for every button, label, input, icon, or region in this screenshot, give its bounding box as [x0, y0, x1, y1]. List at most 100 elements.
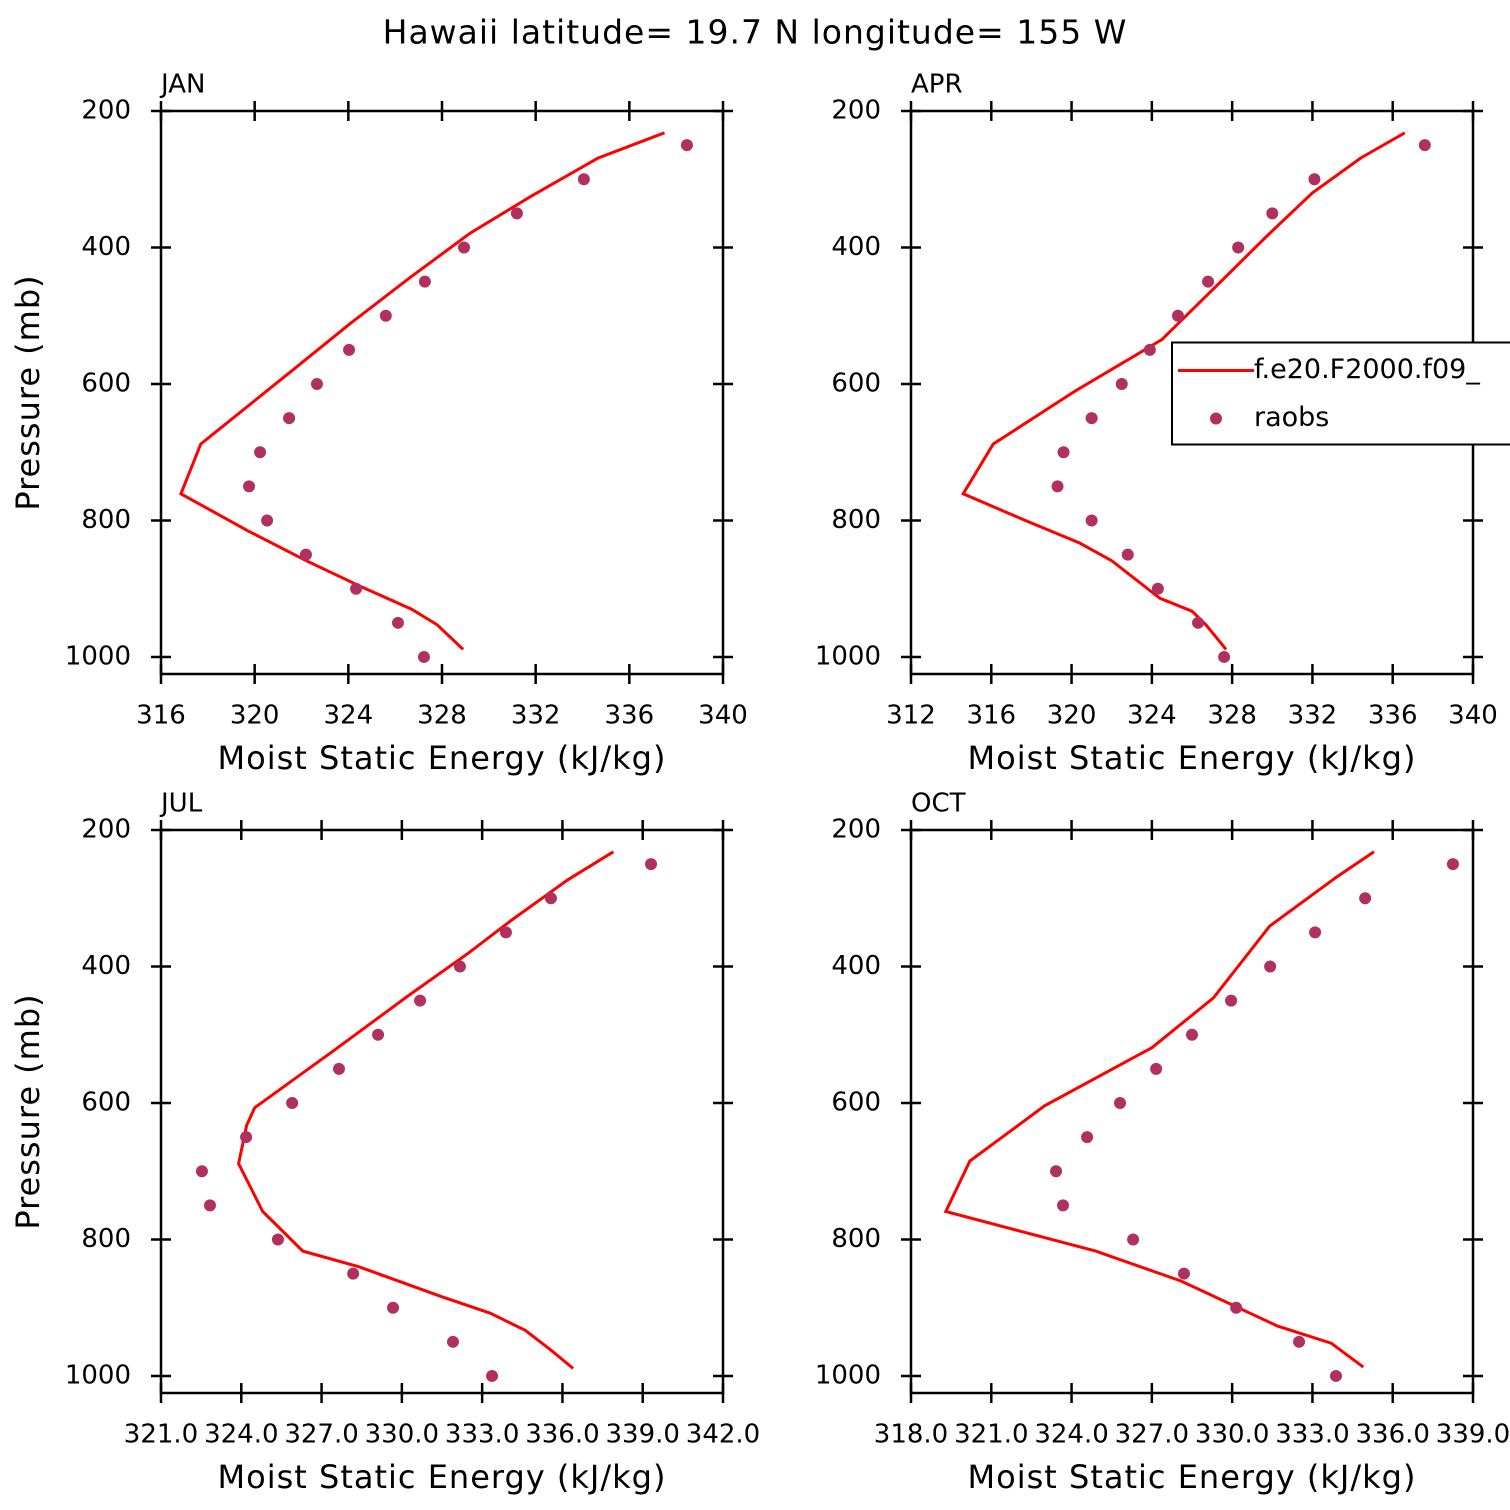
x-tick-label: 336 [1368, 701, 1418, 731]
raobs-point [1264, 960, 1277, 973]
y-tick-label: 200 [81, 96, 131, 126]
raobs-point [486, 1369, 499, 1382]
raobs-point [1225, 994, 1238, 1007]
raobs-point [453, 960, 466, 973]
y-tick-label: 200 [831, 96, 881, 126]
raobs-point [414, 994, 427, 1007]
raobs-point [271, 1233, 284, 1246]
raobs-point [1446, 858, 1459, 871]
plot-frame [159, 828, 725, 1395]
raobs-point [1218, 650, 1231, 663]
x-tick-label: 340 [1448, 701, 1498, 731]
y-tick-label: 1000 [65, 641, 131, 671]
raobs-point [1202, 275, 1215, 288]
x-tick-label: 327.0 [1115, 1420, 1189, 1450]
y-tick-label: 800 [831, 1224, 881, 1254]
x-tick-label: 340 [698, 701, 748, 731]
y-axis-label: Pressure (mb) [9, 274, 47, 510]
x-tick-label: 336 [605, 701, 655, 731]
raobs-point [446, 1335, 459, 1348]
raobs-point [680, 139, 693, 152]
raobs-point [1171, 309, 1184, 322]
x-tick-label: 316 [966, 701, 1016, 731]
y-tick-label: 400 [831, 232, 881, 262]
raobs-point [499, 926, 512, 939]
raobs-point [286, 1096, 299, 1109]
x-tick-label: 318.0 [874, 1420, 948, 1450]
y-tick-label: 1000 [65, 1360, 131, 1390]
x-tick-label: 333.0 [445, 1420, 519, 1450]
raobs-point [299, 548, 312, 561]
x-tick-label: 328 [417, 701, 467, 731]
y-tick-label: 1000 [815, 1360, 881, 1390]
x-tick-label: 333.0 [1275, 1420, 1349, 1450]
y-tick-label: 400 [81, 232, 131, 262]
raobs-point [1329, 1369, 1342, 1382]
x-tick-label: 324 [324, 701, 374, 731]
y-tick-label: 1000 [815, 641, 881, 671]
y-tick-label: 200 [81, 815, 131, 845]
raobs-point [544, 892, 557, 905]
legend-box [1171, 341, 1510, 446]
raobs-point [1359, 892, 1372, 905]
legend-label: raobs [1254, 402, 1329, 433]
raobs-point [350, 582, 363, 595]
x-axis-label: Moist Static Energy (kJ/kg) [218, 1458, 667, 1496]
raobs-point [1057, 1199, 1070, 1212]
raobs-point [1051, 480, 1064, 493]
panel-title: JAN [159, 70, 205, 100]
raobs-point [1114, 1096, 1127, 1109]
x-tick-label: 321.0 [954, 1420, 1028, 1450]
raobs-point [240, 1131, 253, 1144]
panel-title: APR [911, 70, 963, 100]
raobs-point [510, 207, 523, 220]
y-tick-label: 400 [81, 951, 131, 981]
raobs-point [1418, 139, 1431, 152]
raobs-point [254, 446, 267, 459]
raobs-point [418, 275, 431, 288]
legend: f.e20.F2000.f09_raobs [1171, 341, 1510, 446]
raobs-point [1186, 1028, 1198, 1041]
raobs-point [1192, 616, 1205, 629]
raobs-point [1121, 548, 1134, 561]
raobs-point [417, 650, 430, 663]
panel-title: JUL [159, 789, 203, 819]
raobs-point [379, 309, 392, 322]
x-tick-label: 339.0 [605, 1420, 679, 1450]
x-tick-label: 312 [886, 701, 936, 731]
x-tick-label: 320 [230, 701, 280, 731]
model-line [943, 850, 1375, 1369]
raobs-point [1230, 1301, 1243, 1314]
x-tick-label: 336.0 [525, 1420, 599, 1450]
x-tick-label: 332 [511, 701, 561, 731]
raobs-point [1085, 412, 1098, 425]
model-line [961, 131, 1406, 651]
raobs-point [1057, 446, 1070, 459]
raobs-point [283, 412, 296, 425]
raobs-point [347, 1267, 360, 1280]
raobs-point [203, 1199, 216, 1212]
raobs-point [1308, 173, 1321, 186]
plot-frame [909, 828, 1475, 1395]
x-tick-label: 324.0 [1034, 1420, 1108, 1450]
raobs-point [458, 241, 471, 254]
raobs-point [387, 1301, 400, 1314]
raobs-point [195, 1165, 208, 1178]
chart-title: Hawaii latitude= 19.7 N longitude= 155 W [383, 13, 1128, 52]
y-tick-label: 600 [81, 368, 131, 398]
x-tick-label: 330.0 [1195, 1420, 1269, 1450]
raobs-point [1266, 207, 1279, 220]
legend-swatch [1210, 412, 1222, 425]
x-tick-label: 324 [1127, 701, 1177, 731]
x-tick-label: 324.0 [204, 1420, 278, 1450]
y-tick-label: 600 [81, 1087, 131, 1117]
raobs-point [1115, 377, 1128, 390]
raobs-point [372, 1028, 385, 1041]
plot-frame [159, 109, 725, 676]
y-tick-label: 600 [831, 368, 881, 398]
raobs-point [1127, 1233, 1140, 1246]
raobs-point [261, 514, 274, 527]
y-tick-label: 400 [831, 951, 881, 981]
